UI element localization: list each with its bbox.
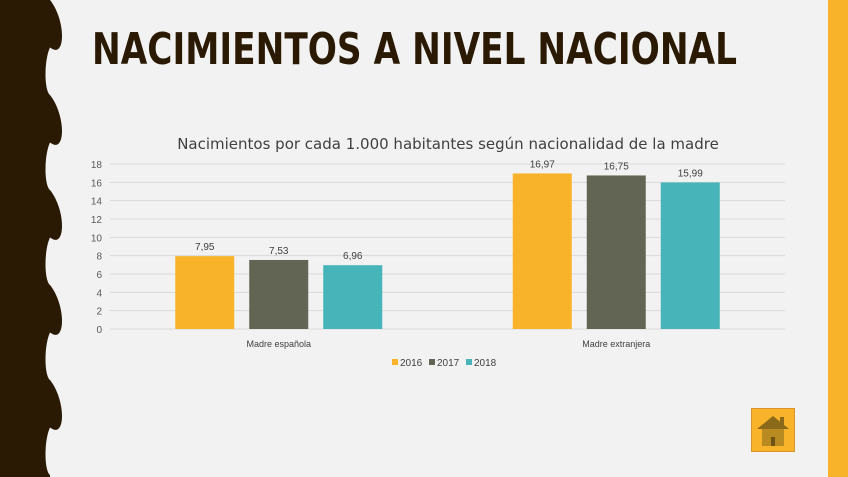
legend-swatch-2017 (429, 359, 435, 365)
legend-label: 2016 (400, 358, 423, 369)
legend-swatch-2016 (392, 359, 398, 365)
category-label: Madre extranjera (582, 339, 650, 349)
data-label: 16,75 (604, 161, 629, 172)
data-label: 6,96 (343, 251, 363, 262)
y-tick-label: 4 (96, 288, 102, 299)
y-tick-label: 12 (91, 215, 103, 226)
legend-label: 2018 (474, 358, 497, 369)
y-tick-label: 6 (96, 270, 102, 281)
home-button[interactable] (751, 408, 795, 452)
wavy-side-band (0, 0, 62, 477)
data-label: 7,95 (195, 242, 215, 253)
bar-2016 (175, 256, 235, 329)
legend-swatch-2018 (466, 359, 472, 365)
bar-2017 (586, 175, 646, 329)
data-label: 15,99 (678, 168, 703, 179)
y-tick-label: 0 (96, 325, 102, 336)
right-accent-bar (828, 0, 848, 477)
y-tick-label: 2 (96, 307, 102, 318)
y-tick-label: 18 (91, 160, 103, 171)
category-label: Madre española (246, 339, 311, 349)
y-tick-label: 16 (91, 178, 103, 189)
page-title: NACIMIENTOS A NIVEL NACIONAL (92, 24, 737, 75)
y-tick-label: 10 (91, 233, 103, 244)
bar-2017 (249, 259, 309, 329)
bar-2018 (660, 182, 720, 329)
wave-shape (0, 0, 62, 477)
data-label: 16,97 (530, 159, 555, 170)
data-label: 7,53 (269, 246, 289, 257)
bar-2018 (323, 265, 383, 329)
chart-title: Nacimientos por cada 1.000 habitantes se… (177, 135, 719, 153)
bar-2016 (512, 173, 572, 329)
y-tick-label: 14 (91, 197, 103, 208)
home-icon (757, 416, 789, 446)
y-tick-label: 8 (96, 252, 102, 263)
legend-label: 2017 (437, 358, 460, 369)
